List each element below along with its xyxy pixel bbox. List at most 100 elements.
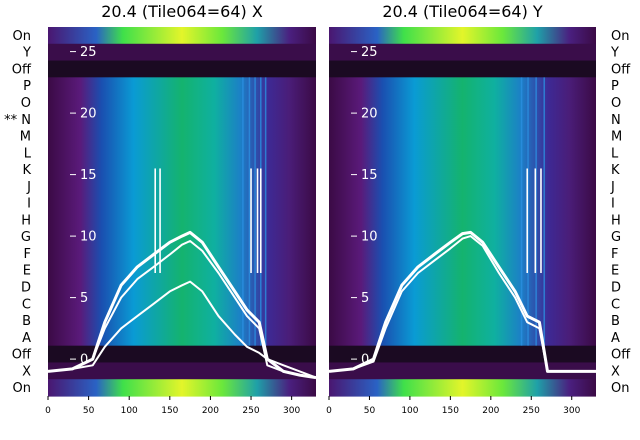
row-label: C <box>22 297 31 312</box>
row-label: Off <box>611 348 631 363</box>
heatmap-row-band <box>329 245 596 263</box>
y-tick-label: 0 <box>361 353 369 368</box>
row-label: K <box>22 163 31 178</box>
row-label: L <box>611 146 619 161</box>
overlay-line <box>47 240 317 379</box>
row-label: X <box>611 364 620 379</box>
heatmap-row-band <box>329 127 596 146</box>
heatmap-row-band <box>48 345 316 364</box>
row-label: Y <box>22 46 31 61</box>
row-label: M <box>20 130 31 145</box>
row-label: D <box>611 280 621 295</box>
heatmap-row-band <box>48 261 316 280</box>
heatmap-row-band <box>329 278 596 296</box>
heatmap-row-band <box>48 211 316 229</box>
row-label: ** N <box>4 113 31 128</box>
heatmap-row-band <box>329 328 596 347</box>
y-tick-label: 25 <box>80 45 97 60</box>
row-label: P <box>23 79 31 94</box>
y-tick-label: 10 <box>80 230 97 245</box>
heatmap-row-band <box>329 211 596 229</box>
x-tick-label: 50 <box>83 406 95 416</box>
x-tick-label: 200 <box>202 406 219 416</box>
heatmap-row-band <box>48 194 316 213</box>
row-label: H <box>611 213 621 228</box>
heatmap-row-band <box>48 144 316 162</box>
y-tick-label: 5 <box>361 291 369 306</box>
row-label: J <box>610 180 615 195</box>
row-label: G <box>611 230 621 245</box>
row-label: X <box>22 364 31 379</box>
heatmap-row-band <box>48 27 316 45</box>
row-label: Off <box>611 62 631 77</box>
x-tick-label: 200 <box>482 406 499 416</box>
row-label: F <box>611 247 618 262</box>
y-tick-label: 20 <box>361 107 378 122</box>
row-label: L <box>24 146 32 161</box>
x-tick-label: 50 <box>364 406 376 416</box>
row-label: H <box>21 213 31 228</box>
heatmap-row-band <box>329 60 596 78</box>
y-tick-label: 5 <box>80 291 88 306</box>
x-tick-label: 0 <box>326 406 332 416</box>
y-tick-label: 20 <box>80 107 97 122</box>
heatmap-row-band <box>329 161 596 179</box>
row-label: N <box>611 113 621 128</box>
heatmap-row-band <box>329 77 596 95</box>
y-tick-label: 15 <box>80 168 97 183</box>
heatmap-row-band <box>329 94 596 112</box>
y-tick-label: 15 <box>361 168 378 183</box>
heatmap-row-band <box>329 43 596 62</box>
heatmap-row-band <box>48 362 316 380</box>
y-tick-label: 25 <box>361 45 378 60</box>
heatmap-row-band <box>48 328 316 347</box>
y-tick-label: 0 <box>80 353 88 368</box>
row-label: Y <box>610 46 619 61</box>
x-tick-label: 150 <box>161 406 178 416</box>
heatmap-row-band <box>329 110 596 129</box>
row-label: E <box>23 264 31 279</box>
row-label: C <box>611 297 620 312</box>
heatmap-row-band <box>48 312 316 330</box>
row-label: J <box>26 180 31 195</box>
heatmap-row-band <box>329 194 596 213</box>
row-label: I <box>611 197 615 212</box>
row-label: B <box>611 314 620 329</box>
x-tick-label: 250 <box>242 406 259 416</box>
heatmap-row-band <box>329 345 596 364</box>
row-label: M <box>611 130 622 145</box>
heatmap-row-band <box>48 127 316 146</box>
y-tick-label: 10 <box>361 230 378 245</box>
heatmap-row-band <box>48 60 316 78</box>
heatmap-row-band <box>48 245 316 263</box>
heatmap-row-band <box>48 379 316 397</box>
chart-title: 20.4 (Tile064=64) Y <box>382 2 543 21</box>
row-label: I <box>27 197 31 212</box>
heatmap-row-band <box>329 379 596 397</box>
row-label: A <box>611 331 620 346</box>
x-tick-label: 150 <box>442 406 459 416</box>
row-label: On <box>611 29 629 44</box>
heatmap-row-band <box>48 77 316 95</box>
chart-panel-2: 20.4 (Tile064=64) YOnYOffPONMLKJIHGFEDCB… <box>326 2 631 416</box>
row-label: D <box>21 280 31 295</box>
heatmap-row-band <box>329 362 596 380</box>
row-label: On <box>13 381 31 396</box>
row-label: A <box>22 331 31 346</box>
heatmap-row-band <box>329 261 596 280</box>
x-tick-label: 300 <box>283 406 300 416</box>
x-tick-label: 300 <box>563 406 580 416</box>
row-label: O <box>611 96 621 111</box>
overlay-line <box>47 280 317 379</box>
row-label: Off <box>12 348 32 363</box>
row-label: P <box>611 79 619 94</box>
heatmap-row-band <box>329 177 596 196</box>
x-tick-label: 100 <box>121 406 138 416</box>
row-label: K <box>611 163 620 178</box>
chart-title: 20.4 (Tile064=64) X <box>101 2 263 21</box>
row-label: B <box>22 314 31 329</box>
x-tick-label: 0 <box>45 406 51 416</box>
row-label: G <box>21 230 31 245</box>
